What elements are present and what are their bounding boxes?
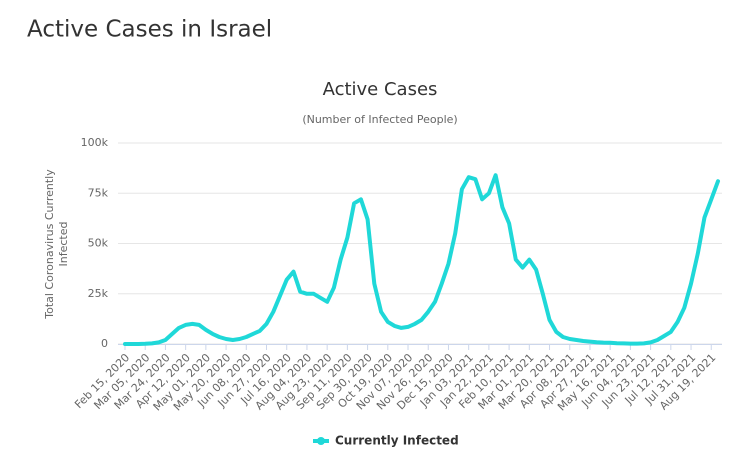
y-tick-label: 0 [101,337,108,350]
data-line [123,173,720,346]
y-tick-label: 100k [81,136,109,149]
chart-title: Active Cases [323,79,438,100]
y-axis-title: Total Coronavirus Currently [43,169,56,320]
page-title: Active Cases in Israel [27,17,272,43]
y-tick-label: 25k [88,287,109,300]
y-tick-label: 50k [88,237,109,250]
chart-subtitle: (Number of Infected People) [302,113,457,126]
legend-label: Currently Infected [335,434,459,448]
y-axis-title: Infected [57,222,70,267]
legend-marker [317,437,325,445]
y-tick-label: 75k [88,186,109,199]
